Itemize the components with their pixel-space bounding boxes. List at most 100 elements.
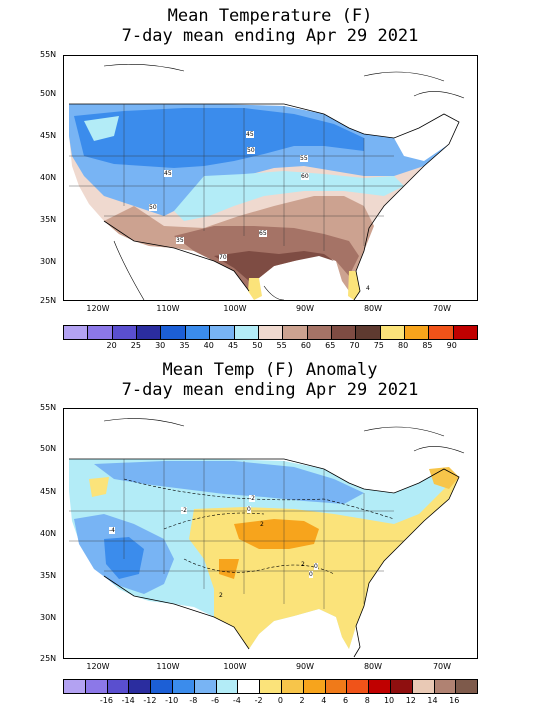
colorbar-swatch [405,326,430,339]
panel1-lat-label: 35N [40,215,57,224]
colorbar-swatch [412,680,435,693]
panel1-contour-label: 50 [149,204,157,211]
panel1-contour-label: 45 [246,131,254,138]
colorbar-label: -8 [189,696,198,705]
colorbar-label: 55 [276,341,287,350]
colorbar-label: 80 [398,341,409,350]
panel1-texas-tip [248,278,262,300]
panel2-lat-label: 35N [40,571,57,580]
colorbar-label: -12 [143,696,157,705]
colorbar-swatch [390,680,413,693]
panel1-title-line2: 7-day mean ending Apr 29 2021 [121,26,419,46]
colorbar-swatch [64,326,89,339]
panel1-lat-label: 25N [40,296,57,305]
colorbar-swatch [137,326,162,339]
colorbar-swatch [356,326,381,339]
colorbar-swatch [107,680,130,693]
colorbar-label: 14 [427,696,438,705]
panel2-lat-label: 55N [40,403,57,412]
colorbar-swatch [281,680,304,693]
panel2-title-line1: Mean Temp (F) Anomaly [162,360,378,380]
colorbar-swatch [85,680,108,693]
colorbar-swatch [210,326,235,339]
colorbar-swatch [216,680,239,693]
panel2-nw-warm [89,477,109,497]
colorbar-label: 75 [373,341,384,350]
colorbar-swatch [185,326,211,339]
colorbar-swatch [303,680,326,693]
panel2-contour-label: -4 [109,527,115,534]
colorbar-label: 50 [252,341,263,350]
panel1-florida [348,271,360,300]
panel1-lat-label: 40N [40,173,57,182]
panel2-lon-label: 80W [363,662,383,671]
colorbar-swatch [88,326,113,339]
panel1-north-cold [74,108,364,168]
panel2-contour-label: 2 [219,592,223,599]
panel1-contour-label: 45 [164,170,172,177]
panel1-colorbar-labels: 20 25 30 35 40 45 50 55 60 65 70 75 80 85 90 [63,341,476,351]
colorbar-swatch [453,326,478,339]
colorbar-label: 85 [422,341,433,350]
panel1-lat-label: 55N [40,50,57,59]
panel2-lat-label: 30N [40,613,57,622]
panel1-contour-label: 4 [366,285,370,292]
panel2-colorbar [63,679,478,694]
panel2-contour-label: -2 [249,495,255,502]
colorbar-label: 60 [300,341,312,350]
panel2-hot-core [234,519,319,549]
panel2-map: -2 0 2 -4 2 0 0 2 -2 [63,408,478,659]
panel1-lon-label: 80W [363,304,383,313]
panel1-contour-label: 55 [300,155,308,162]
panel2-contour-label: 0 [247,506,251,513]
colorbar-swatch [380,326,406,339]
panel1-contour-label: 65 [259,230,267,237]
panel1-lon-label: 120W [86,304,110,313]
colorbar-label: 8 [364,696,370,705]
colorbar-label: 20 [106,341,117,350]
panel2-ne-warm [429,467,459,489]
colorbar-label: -2 [254,696,263,705]
colorbar-swatch [307,326,332,339]
panel1-border [69,103,460,300]
colorbar-label: -4 [232,696,241,705]
panel2-colorbar-labels: -16 -14 -12 -10 -8 -6 -4 -2 0 2 4 6 8 10 12 14 16 [63,696,476,706]
colorbar-label: 35 [179,341,190,350]
panel1-lon-label: 110W [156,304,180,313]
panel2-state-lines [69,459,404,609]
colorbar-label: 90 [446,341,457,350]
panel1-mid-cool [174,171,404,221]
panel1-ne-white [394,114,459,161]
colorbar-swatch [238,680,261,693]
panel2-contour-label: 0 [309,571,313,578]
panel1-contour-label: 60 [301,173,309,180]
panel1-mexico-coast [113,240,285,300]
colorbar-swatch [161,326,186,339]
panel1-colorbar [63,325,478,340]
panel2-title-line2: 7-day mean ending Apr 29 2021 [121,380,419,400]
panel2-coast-north [103,418,465,454]
panel1-title-line1: Mean Temperature (F) [167,6,373,26]
colorbar-label: 45 [227,341,239,350]
panel1-lat-label: 30N [40,257,57,266]
panel1-lon-label: 90W [295,304,315,313]
colorbar-swatch [283,326,308,339]
panel1-lat-label: 45N [40,131,57,140]
colorbar-swatch [456,680,478,693]
colorbar-swatch [260,680,282,693]
panel2-lon-label: 100W [223,662,247,671]
colorbar-label: 2 [299,696,305,705]
colorbar-swatch [331,326,357,339]
panel2-lat-label: 25N [40,654,57,663]
panel1-lat-label: 50N [40,89,57,98]
colorbar-label: 40 [203,341,214,350]
colorbar-swatch [434,680,457,693]
colorbar-label: -16 [99,696,113,705]
panel2-lon-label: 120W [86,662,110,671]
panel1-lon-label: 70W [432,304,452,313]
colorbar-swatch [64,680,86,693]
panel2-hot-core-2 [219,559,239,579]
colorbar-label: -14 [121,696,135,705]
panel1-state-lines [69,104,404,251]
panel2-map-graphic [69,418,465,658]
